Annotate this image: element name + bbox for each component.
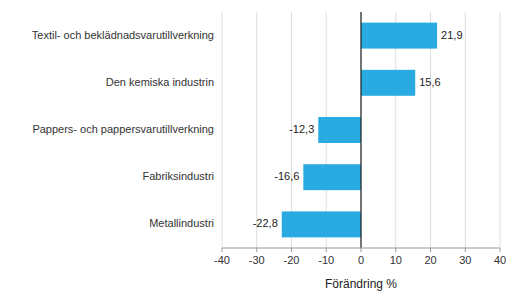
- chart-svg: -40 -30 -20 -10 0 10 20 30 40 Metallindustri Fabri…: [0, 0, 525, 300]
- tick-mark: [395, 248, 396, 252]
- data-label: -22,8: [253, 217, 278, 229]
- tick-mark: [430, 248, 431, 252]
- category-label: Fabriksindustri: [142, 170, 214, 182]
- grid-line: [465, 12, 466, 248]
- category-label: Metallindustri: [149, 217, 214, 229]
- data-label: -16,6: [274, 170, 299, 182]
- tick-label: -20: [284, 254, 300, 266]
- tick-label: 30: [459, 254, 471, 266]
- tick-label: 20: [424, 254, 436, 266]
- chart-container: -40 -30 -20 -10 0 10 20 30 40 Metallindustri Fabri…: [0, 0, 525, 300]
- grid-line: [500, 12, 501, 248]
- grid-line: [256, 12, 257, 248]
- bars: [282, 23, 437, 238]
- grid-line: [361, 12, 362, 248]
- x-axis-label: Förändring %: [325, 277, 397, 291]
- tick-mark: [222, 248, 223, 252]
- bar: [361, 70, 415, 96]
- tick-mark: [361, 248, 362, 252]
- bar: [282, 211, 361, 237]
- tick-mark: [465, 248, 466, 252]
- data-label: 21,9: [441, 29, 462, 41]
- bar: [361, 23, 437, 49]
- bar: [303, 164, 361, 190]
- zero-line: [360, 12, 361, 248]
- tick-label: -10: [318, 254, 334, 266]
- tick-label: -30: [249, 254, 265, 266]
- category-label: Pappers- och pappersvarutillverkning: [32, 123, 214, 135]
- grid-line: [222, 12, 223, 248]
- category-label: Textil- och beklädnadsvarutillverkning: [32, 29, 214, 41]
- x-axis-line: [222, 248, 500, 249]
- tick-label: 10: [390, 254, 402, 266]
- tick-mark: [500, 248, 501, 252]
- data-label: 15,6: [419, 76, 440, 88]
- tick-label: -40: [214, 254, 230, 266]
- grid: [222, 12, 500, 248]
- tick-label: 0: [358, 254, 364, 266]
- bar: [318, 117, 361, 143]
- tick-mark: [256, 248, 257, 252]
- tick-mark: [326, 248, 327, 252]
- data-label: -12,3: [289, 123, 314, 135]
- tick-label: 40: [494, 254, 506, 266]
- tick-mark: [291, 248, 292, 252]
- category-label: Den kemiska industrin: [106, 76, 214, 88]
